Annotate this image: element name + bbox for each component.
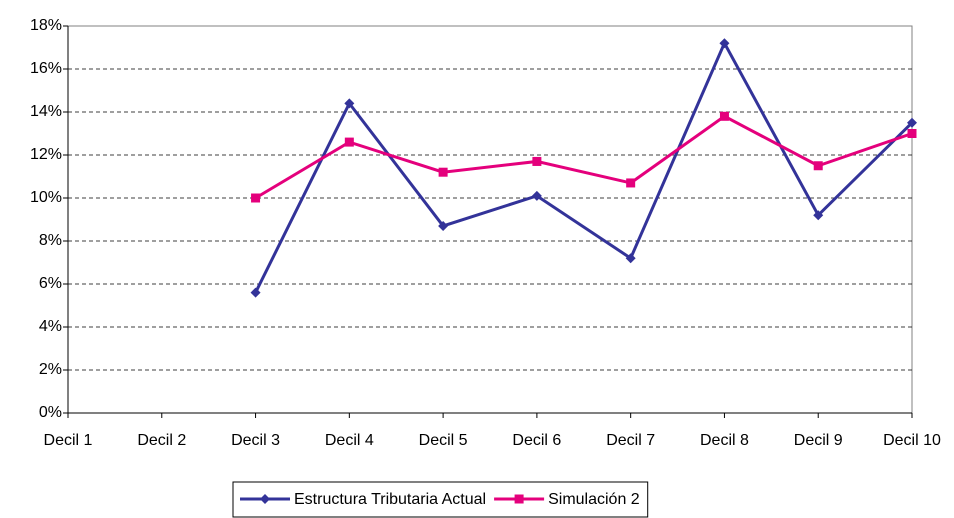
y-tick-label: 6% <box>39 275 62 292</box>
legend-label: Simulación 2 <box>548 491 640 508</box>
point <box>813 161 823 171</box>
point <box>344 137 354 147</box>
legend-box <box>232 481 649 518</box>
y-tick-label: 18% <box>30 17 62 34</box>
y-tick-label: 4% <box>39 318 62 335</box>
point <box>251 193 261 203</box>
y-tick-label: 2% <box>39 361 62 378</box>
point <box>907 129 917 138</box>
point <box>813 210 824 221</box>
y-tick-label: 16% <box>30 60 62 77</box>
legend-label: Estructura Tributaria Actual <box>294 491 486 508</box>
point <box>532 156 542 166</box>
x-tick-label: Decil 10 <box>883 432 941 449</box>
point <box>250 287 261 298</box>
y-tick-label: 8% <box>39 232 62 249</box>
y-tick-label: 14% <box>30 103 62 120</box>
x-tick-label: Decil 9 <box>794 432 843 449</box>
point <box>625 253 636 264</box>
point <box>344 98 355 109</box>
point <box>260 494 270 504</box>
x-tick-label: Decil 5 <box>419 432 468 449</box>
x-tick-label: Decil 6 <box>512 432 561 449</box>
point <box>438 220 449 231</box>
point <box>531 190 542 201</box>
x-tick-label: Decil 3 <box>231 432 280 449</box>
point <box>719 38 730 49</box>
x-tick-label: Decil 1 <box>44 432 93 449</box>
point <box>626 178 636 188</box>
point <box>438 167 448 177</box>
point <box>719 111 729 121</box>
y-tick-label: 12% <box>30 146 62 163</box>
x-tick-label: Decil 4 <box>325 432 374 449</box>
series-line <box>254 39 914 294</box>
y-tick-label: 0% <box>39 404 62 421</box>
point <box>514 494 524 504</box>
series-line <box>254 114 913 200</box>
x-tick-label: Decil 2 <box>137 432 186 449</box>
x-tick-label: Decil 7 <box>606 432 655 449</box>
point <box>907 117 917 128</box>
x-tick-label: Decil 8 <box>700 432 749 449</box>
legend: Estructura Tributaria Actual Simulación 2 <box>232 481 649 518</box>
y-tick-label: 10% <box>30 189 62 206</box>
plot-area <box>67 25 913 414</box>
